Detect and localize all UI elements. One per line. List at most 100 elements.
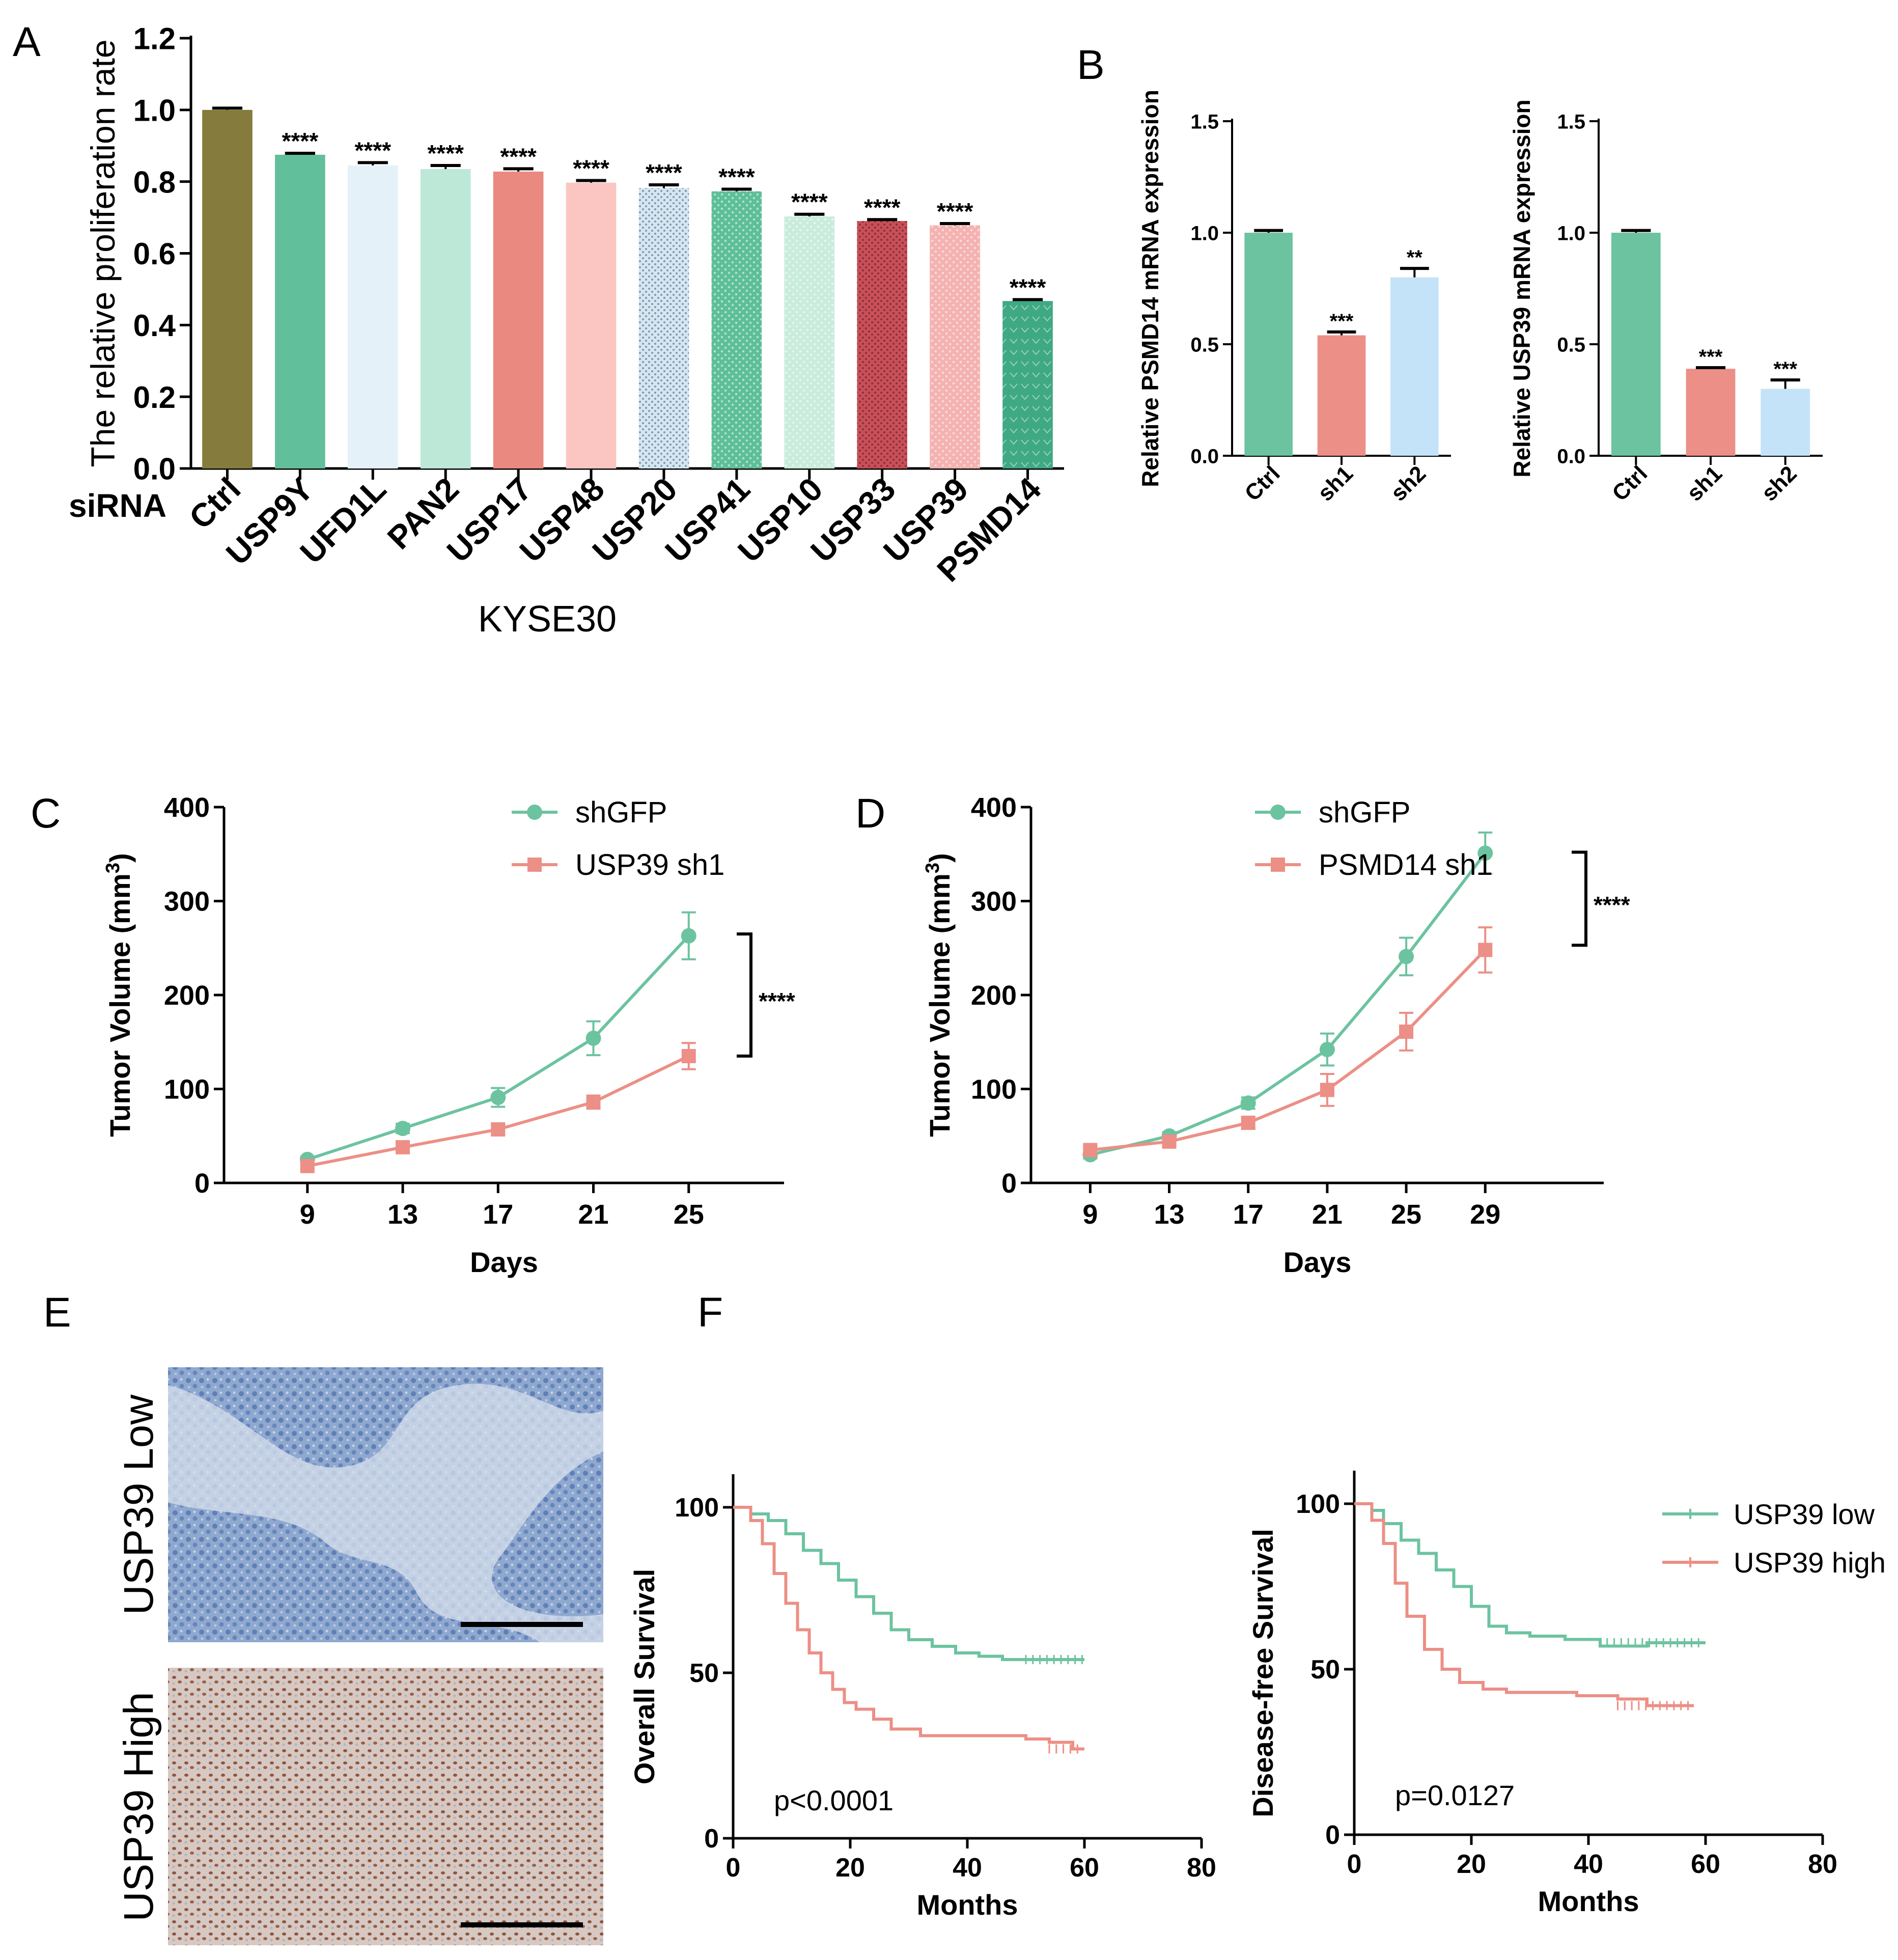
category-label: Ctrl — [1240, 461, 1285, 506]
y-axis-label: Overall Survival — [628, 1569, 660, 1784]
y-tick-label: 0.0 — [1557, 445, 1585, 467]
data-point — [1162, 1134, 1177, 1149]
legend-label: PSMD14 sh1 — [1319, 848, 1493, 881]
panel-label-f: F — [697, 1289, 723, 1336]
y-tick-label: 300 — [971, 887, 1017, 917]
data-point — [1319, 1042, 1335, 1058]
x-tick-label: 17 — [1233, 1199, 1264, 1230]
panel-label-a: A — [13, 19, 41, 65]
x-tick-label: 40 — [1574, 1849, 1603, 1879]
bar — [275, 154, 325, 469]
significance-label: **** — [1010, 274, 1046, 300]
bar — [493, 171, 544, 468]
significance-label: **** — [573, 155, 609, 182]
x-axis-label: Days — [470, 1246, 538, 1278]
data-point — [681, 928, 696, 944]
chart-b-psmd14: 0.0 0.5 1.0 1.5 Ctrl *** sh1 ** sh2 Relative PSMD… — [1137, 90, 1451, 506]
ihc-low-scalebar — [461, 1622, 583, 1627]
bar-pattern — [638, 188, 689, 468]
x-tick-label: 21 — [578, 1199, 608, 1230]
bar-pattern — [1002, 301, 1053, 468]
survival-curve — [1354, 1502, 1706, 1648]
panel-label-b: B — [1077, 42, 1105, 88]
legend-marker — [527, 805, 542, 820]
legend-marker — [527, 858, 542, 872]
survival-curve — [733, 1506, 1084, 1751]
x-tick-label: 0 — [1347, 1849, 1362, 1879]
chart-b-usp39: 0.0 0.5 1.0 1.5 Ctrl *** sh1 *** sh2 Relative USP… — [1509, 99, 1823, 506]
panel-label-e: E — [43, 1289, 71, 1336]
bar — [202, 109, 253, 469]
data-point — [1320, 1083, 1334, 1097]
data-point — [1477, 845, 1493, 861]
p-value-annotation: p=0.0127 — [1395, 1779, 1515, 1811]
chart-f-overall: 0 50 100 0 20 40 60 80 p<0.0001 Months Overall Sur… — [628, 1474, 1216, 1921]
significance-label: **** — [1594, 892, 1630, 918]
y-axis-label: Tumor Volume (mm3) — [102, 853, 136, 1137]
data-point — [490, 1090, 506, 1106]
significance-label: **** — [759, 988, 795, 1014]
x-tick-label: 13 — [387, 1199, 418, 1230]
x-tick-label: 60 — [1070, 1853, 1099, 1883]
chart-d: 0 100 200 300 400 9 13 17 21 25 29 shGFP PSMD14 sh1 *… — [922, 792, 1630, 1278]
y-tick-label: 50 — [689, 1659, 719, 1688]
bar — [1317, 335, 1366, 456]
significance-label: **** — [864, 194, 901, 220]
y-tick-label: 1.0 — [133, 93, 176, 127]
data-point — [491, 1122, 506, 1137]
bar — [566, 182, 617, 468]
x-axis-label: KYSE30 — [478, 599, 617, 640]
legend-label: USP39 low — [1734, 1498, 1875, 1530]
category-label: Ctrl — [182, 471, 248, 536]
y-tick-label: 0.6 — [133, 237, 176, 271]
legend-marker — [1270, 805, 1286, 820]
chart-c: 0 100 200 300 400 9 13 17 21 25 shGFP USP39 sh1 ****… — [102, 792, 795, 1278]
bar-pattern — [857, 221, 908, 468]
y-tick-label: 0.5 — [1557, 334, 1585, 356]
x-tick-label: 25 — [1391, 1199, 1421, 1230]
bar-pattern — [711, 191, 762, 468]
significance-label: **** — [718, 163, 755, 190]
y-tick-label: 50 — [1310, 1655, 1340, 1685]
category-label: Ctrl — [1607, 461, 1652, 506]
y-tick-label: 0.8 — [133, 165, 176, 199]
data-point — [586, 1095, 601, 1110]
row-label: siRNA — [69, 487, 166, 524]
data-point — [1241, 1115, 1255, 1130]
significance-label: **** — [427, 140, 464, 167]
y-tick-label: 100 — [164, 1074, 210, 1105]
x-tick-label: 60 — [1691, 1849, 1720, 1879]
bar — [1686, 369, 1736, 456]
data-point — [1240, 1095, 1256, 1111]
y-tick-label: 0.0 — [133, 452, 176, 486]
y-tick-label: 100 — [971, 1074, 1017, 1105]
y-tick-label: 0.5 — [1190, 334, 1219, 356]
y-tick-label: 0 — [194, 1168, 210, 1199]
y-tick-label: 0 — [1325, 1820, 1340, 1850]
ihc-high-scalebar — [461, 1922, 583, 1927]
x-tick-label: 21 — [1312, 1199, 1343, 1230]
y-tick-label: 100 — [1296, 1489, 1340, 1519]
data-point — [395, 1120, 411, 1136]
y-tick-label: 0.0 — [1190, 445, 1219, 467]
y-tick-label: 200 — [164, 980, 210, 1011]
ihc-low-stroma — [168, 1384, 603, 1642]
x-tick-label: 80 — [1808, 1849, 1837, 1879]
x-tick-label: 80 — [1187, 1853, 1216, 1883]
y-tick-label: 1.2 — [133, 22, 176, 56]
survival-curve — [733, 1506, 1084, 1661]
bar-pattern — [930, 225, 980, 468]
y-tick-label: 0.2 — [133, 380, 176, 415]
x-tick-label: 0 — [726, 1853, 741, 1883]
y-tick-label: 0.4 — [133, 309, 176, 343]
significance-label: *** — [1773, 358, 1797, 380]
category-label: sh2 — [1756, 461, 1801, 506]
significance-label: **** — [646, 159, 682, 186]
significance-label: **** — [937, 198, 973, 225]
x-tick-label: 29 — [1470, 1199, 1500, 1230]
category-label: sh2 — [1386, 461, 1431, 506]
bar — [1761, 389, 1810, 456]
y-axis-label: Disease-free Survival — [1247, 1529, 1279, 1817]
x-tick-label: 9 — [1082, 1199, 1098, 1230]
legend-label: shGFP — [1319, 796, 1411, 829]
